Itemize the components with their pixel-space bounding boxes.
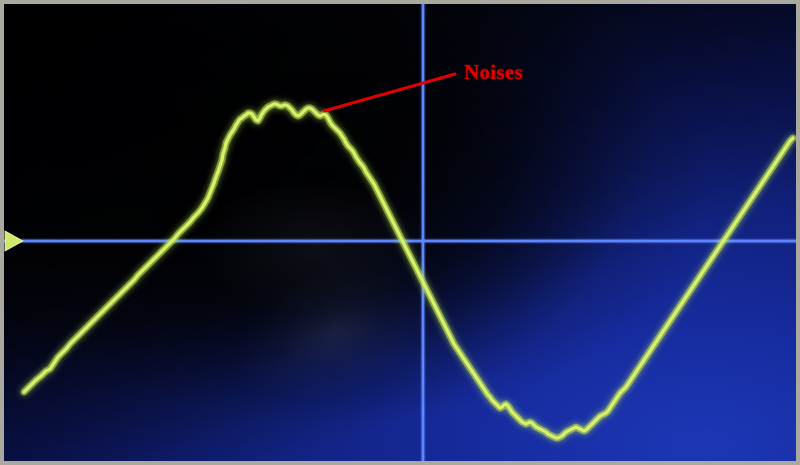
channel-ground-marker — [4, 230, 24, 252]
oscilloscope-screen-photo: Noises — [4, 3, 797, 462]
annotation-pointer-line — [322, 72, 457, 113]
graticule-and-trace — [4, 3, 797, 462]
graticule-minor-ticks — [20, 9, 787, 455]
waveform-trace-glow — [20, 100, 797, 442]
annotation-label-noises: Noises — [464, 60, 523, 84]
